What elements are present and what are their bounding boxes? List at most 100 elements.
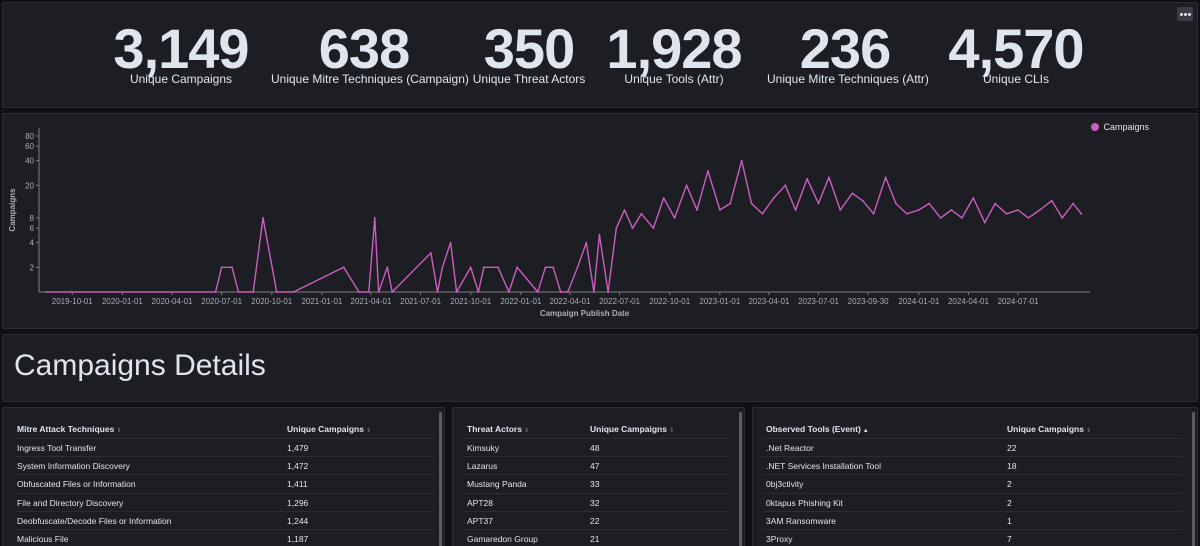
table-row[interactable]: .Net Reactor 22: [763, 439, 1183, 458]
data-point: [585, 241, 588, 244]
column-header-observed-tools[interactable]: Observed Tools (Event) ▲: [766, 424, 869, 434]
threat-actors-table: Threat Actors ⇕ Unique Campaigns ⇕ Kimsuky…: [463, 420, 731, 546]
metric-value: 1,928: [606, 17, 742, 80]
chart-legend[interactable]: Campaigns: [1091, 122, 1149, 132]
table-row[interactable]: APT28 32: [463, 494, 731, 512]
table-row[interactable]: 0bj3ctivity 2: [763, 475, 1183, 494]
table-row[interactable]: 0ktapus Phishing Kit 2: [763, 494, 1183, 512]
row-value: 22: [590, 515, 600, 526]
data-point: [292, 291, 295, 293]
data-point: [839, 209, 842, 211]
metric-unique-threat-actors: 350 Unique Threat Actors: [471, 21, 587, 87]
data-point: [449, 241, 452, 244]
metric-value: 638: [318, 17, 410, 80]
table-row[interactable]: Ingress Tool Transfer 1,479: [13, 439, 433, 458]
x-tick-label: 2023-01-01: [699, 297, 740, 306]
data-point: [696, 209, 698, 211]
scrollbar[interactable]: [439, 412, 442, 546]
sort-icon[interactable]: ⇕: [365, 428, 372, 434]
data-point: [45, 291, 48, 293]
y-tick-label: 6: [30, 224, 35, 233]
sort-icon[interactable]: ⇕: [1085, 428, 1092, 434]
observed-tools-table-panel: Observed Tools (Event) ▲ Unique Campaigns…: [752, 407, 1198, 546]
table-row[interactable]: 3Proxy 7: [763, 530, 1183, 546]
metric-unique-mitre-techniques-campaign: 638 Unique Mitre Techniques (Campaign): [271, 17, 469, 87]
sort-icon[interactable]: ⇕: [668, 428, 675, 434]
scrollbar[interactable]: [1192, 412, 1195, 546]
sort-icon[interactable]: ⇕: [523, 428, 529, 434]
data-point: [685, 184, 688, 187]
metric-value: 236: [799, 17, 891, 80]
data-point: [828, 176, 830, 179]
y-tick-label: 40: [25, 157, 34, 166]
data-point: [794, 209, 797, 211]
row-value: 1,411: [287, 479, 308, 490]
data-point: [1072, 202, 1074, 205]
row-value: 2: [1007, 497, 1012, 508]
data-point: [972, 197, 975, 199]
row-value: 21: [590, 533, 600, 544]
dot-icon: [1183, 12, 1187, 16]
x-tick-label: 2020-01-01: [102, 297, 143, 306]
data-point: [566, 291, 569, 293]
table-row[interactable]: Malicious File 1,187: [13, 530, 433, 546]
y-tick-label: 80: [25, 132, 34, 141]
table-row[interactable]: APT37 22: [463, 512, 731, 530]
data-point: [598, 233, 601, 236]
column-header-techniques[interactable]: Mitre Attack Techniques ⇕: [17, 424, 122, 434]
dot-icon: [1187, 12, 1191, 16]
metric-label: Unique Campaigns: [129, 72, 233, 86]
sort-ascending-icon[interactable]: ▲: [862, 428, 869, 434]
row-value: 18: [1007, 461, 1017, 472]
data-point: [441, 266, 444, 269]
sort-icon[interactable]: ⇕: [116, 428, 122, 434]
data-point: [544, 266, 547, 269]
x-tick-label: 2024-07-01: [998, 297, 1039, 306]
column-header-unique-campaigns[interactable]: Unique Campaigns ⇕: [287, 424, 372, 434]
table-row[interactable]: 3AM Ransomware 1: [763, 512, 1183, 530]
column-header-unique-campaigns[interactable]: Unique Campaigns ⇕: [1007, 424, 1092, 434]
data-point: [1017, 209, 1019, 211]
table-header: Threat Actors ⇕ Unique Campaigns ⇕: [463, 420, 731, 439]
row-label: APT28: [467, 497, 493, 508]
table-row[interactable]: Obfuscated Files or Information 1,411: [13, 475, 433, 494]
data-point: [1080, 212, 1083, 215]
row-value: 22: [1007, 443, 1017, 453]
data-point: [740, 159, 743, 162]
table-row[interactable]: Mustang Panda 33: [463, 475, 731, 494]
x-axis-label: Campaign Publish Date: [540, 309, 630, 318]
table-row[interactable]: System Information Discovery 1,472: [13, 457, 433, 476]
data-point: [391, 291, 394, 293]
data-point: [552, 266, 554, 269]
legend-label: Campaigns: [1103, 122, 1149, 132]
row-label: APT37: [467, 515, 493, 526]
x-tick-label: 2024-04-01: [948, 297, 989, 306]
y-tick-label: 20: [25, 181, 34, 190]
row-value: 1,479: [287, 443, 309, 453]
x-tick-label: 2023-04-01: [748, 297, 789, 306]
row-label: 0bj3ctivity: [766, 479, 804, 490]
data-point: [373, 217, 376, 219]
table-row[interactable]: Gamaredon Group 21: [463, 530, 731, 546]
x-tick-label: 2020-04-01: [152, 297, 193, 306]
data-point: [508, 291, 510, 293]
x-tick-label: 2020-10-01: [251, 297, 292, 306]
metric-label: Unique Mitre Techniques (Attr): [767, 72, 929, 86]
column-header-threat-actors[interactable]: Threat Actors ⇕: [467, 424, 529, 434]
panel-options-button[interactable]: [1177, 7, 1193, 21]
table-row[interactable]: Deobfuscate/Decode Files or Information 1…: [13, 512, 433, 530]
data-point: [367, 291, 370, 293]
table-row[interactable]: .NET Services Installation Tool 18: [763, 457, 1183, 476]
column-header-unique-campaigns[interactable]: Unique Campaigns ⇕: [590, 424, 675, 434]
metric-value: 3,149: [113, 17, 249, 80]
row-value: 33: [590, 479, 600, 490]
table-row[interactable]: File and Directory Discovery 1,296: [13, 494, 433, 512]
table-row[interactable]: Kimsuky 48: [463, 439, 731, 458]
table-row[interactable]: Lazarus 47: [463, 457, 731, 476]
scrollbar[interactable]: [739, 412, 742, 546]
metric-label: Unique Mitre Techniques (Campaign): [271, 72, 469, 86]
x-tick-label: 2022-07-01: [599, 297, 640, 306]
row-label: Obfuscated Files or Information: [17, 479, 136, 490]
data-point: [342, 266, 345, 269]
y-tick-label: 4: [30, 239, 35, 248]
